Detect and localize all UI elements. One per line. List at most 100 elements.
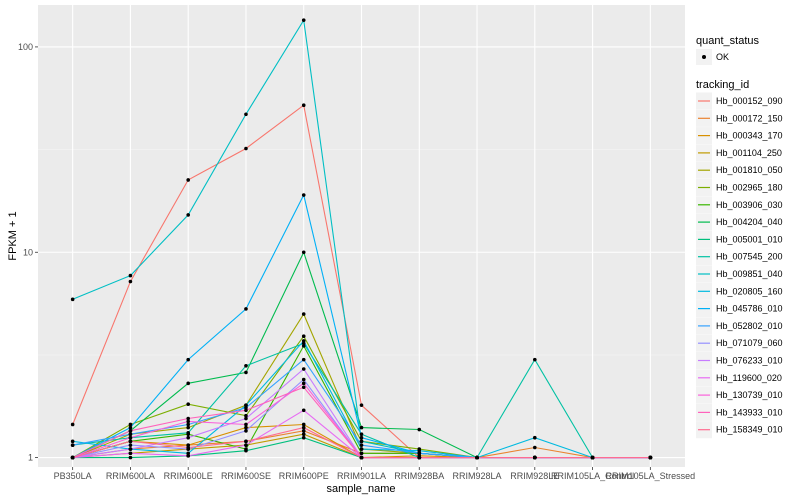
data-point xyxy=(359,451,364,456)
y-axis-title: FPKM + 1 xyxy=(7,211,19,260)
legend-label: Hb_001104_250 xyxy=(716,148,782,158)
legend-label: Hb_004204_040 xyxy=(716,217,783,227)
x-tick-label: RRIM600LA xyxy=(106,471,155,481)
data-point xyxy=(186,381,190,386)
data-point xyxy=(417,448,422,453)
legend-label: Hb_071079_060 xyxy=(716,338,783,348)
data-point xyxy=(244,413,248,418)
legend-label: Hb_076233_010 xyxy=(716,356,783,366)
legend-label: Hb_143933_010 xyxy=(716,407,783,417)
data-point xyxy=(244,416,248,421)
data-point xyxy=(128,422,133,427)
data-point xyxy=(70,297,75,302)
data-point xyxy=(301,357,306,362)
legend-label: Hb_003906_030 xyxy=(716,200,783,210)
data-point xyxy=(244,439,248,444)
data-point xyxy=(70,455,75,460)
data-point xyxy=(244,370,248,375)
data-point xyxy=(128,447,133,451)
data-point xyxy=(244,448,248,453)
legend-label: Hb_000343_170 xyxy=(716,131,783,141)
x-tick-label: PB350LA xyxy=(54,471,92,481)
x-tick-label: RRIM600SE xyxy=(221,471,271,481)
data-point xyxy=(359,425,364,430)
data-point xyxy=(128,451,133,456)
data-point xyxy=(301,339,306,343)
data-point xyxy=(301,312,306,316)
legend-label: Hb_001810_050 xyxy=(716,165,783,175)
data-point xyxy=(301,429,306,433)
data-point xyxy=(301,344,306,348)
data-point xyxy=(186,425,190,430)
x-tick-label: RRIM901LA xyxy=(337,471,386,481)
y-tick-label: 100 xyxy=(18,42,33,52)
data-point xyxy=(359,435,364,440)
x-tick-label: RRIM105LA_Stressed xyxy=(606,471,696,481)
data-point xyxy=(128,443,133,447)
data-point xyxy=(648,455,653,460)
data-point xyxy=(301,18,306,22)
data-point xyxy=(533,455,537,460)
x-axis: PB350LA RRIM600LA RRIM600LE RRIM600SE RRIM60… xyxy=(54,467,695,481)
data-point xyxy=(244,403,248,407)
data-point xyxy=(244,429,248,433)
data-point xyxy=(301,103,306,108)
data-point xyxy=(244,405,248,410)
data-point xyxy=(301,432,306,437)
legend-label: Hb_005001_010 xyxy=(716,234,783,244)
data-point xyxy=(417,451,422,456)
legend-color-items: Hb_000152_090 Hb_000172_150 Hb_000343_170 H… xyxy=(696,92,783,439)
data-point xyxy=(417,427,422,432)
data-point xyxy=(301,250,306,255)
data-point xyxy=(186,435,190,440)
data-point xyxy=(301,425,306,430)
data-point xyxy=(186,213,190,217)
data-point xyxy=(186,416,190,421)
x-axis-title: sample_name xyxy=(326,483,395,495)
data-point xyxy=(128,425,133,430)
legend-color-title: tracking_id xyxy=(696,79,749,91)
legend-label: Hb_007545_200 xyxy=(716,252,783,262)
series-points xyxy=(70,18,653,460)
data-point xyxy=(590,455,595,460)
legend-shape-items: OK xyxy=(696,49,729,65)
data-point xyxy=(533,435,537,440)
data-point xyxy=(128,439,133,444)
data-point xyxy=(186,402,190,406)
x-tick-label: RRIM105LA_Control xyxy=(551,471,634,481)
data-point xyxy=(128,279,133,284)
data-point xyxy=(359,403,364,407)
data-point xyxy=(244,408,248,413)
data-point xyxy=(186,357,190,362)
legend-point-icon xyxy=(702,55,706,59)
legend-shape-title: quant_status xyxy=(696,35,759,47)
legend-label: Hb_002965_180 xyxy=(716,183,783,193)
legend-label: Hb_158349_010 xyxy=(716,425,783,435)
data-point xyxy=(186,419,190,424)
legend-label: Hb_052802_010 xyxy=(716,321,783,331)
data-point xyxy=(244,307,248,311)
data-point xyxy=(359,439,364,444)
data-point xyxy=(244,425,248,430)
data-point xyxy=(244,422,248,427)
data-point xyxy=(359,443,364,447)
legend-label: Hb_000172_150 xyxy=(716,113,783,123)
data-point xyxy=(301,377,306,382)
legend: quant_status OK tracking_id Hb_000152_09… xyxy=(696,35,783,439)
data-point xyxy=(301,367,306,371)
legend-label: Hb_045786_010 xyxy=(716,304,783,314)
data-point xyxy=(128,429,133,433)
data-point xyxy=(301,381,306,386)
data-point xyxy=(186,445,190,450)
data-point xyxy=(70,443,75,447)
data-point xyxy=(359,447,364,451)
data-point xyxy=(244,146,248,151)
data-point xyxy=(475,455,479,460)
y-tick-label: 1 xyxy=(28,453,33,463)
data-point xyxy=(533,445,537,450)
x-tick-label: RRIM928LE xyxy=(510,471,559,481)
data-point xyxy=(301,385,306,390)
x-tick-label: RRIM600PE xyxy=(279,471,329,481)
data-point xyxy=(186,451,190,456)
legend-label: OK xyxy=(716,52,729,62)
